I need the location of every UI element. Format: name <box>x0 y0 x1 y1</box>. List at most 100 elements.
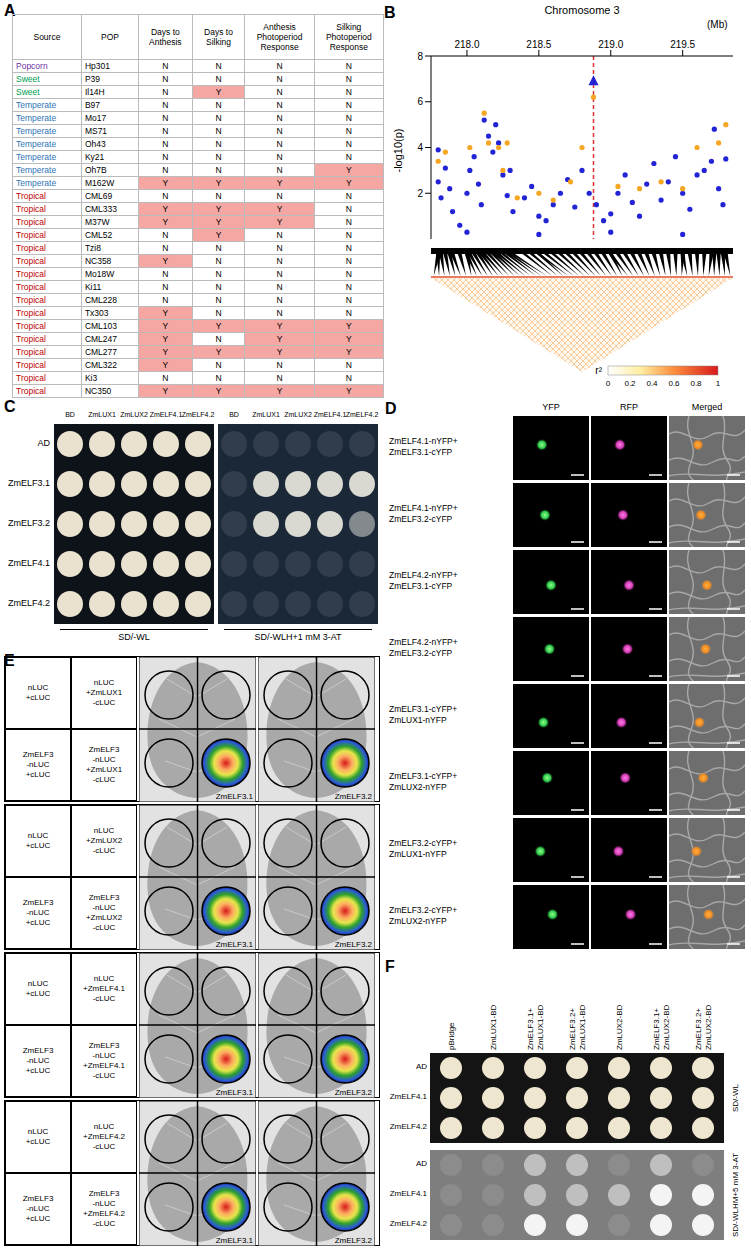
html-text:Oh7B: Oh7B <box>84 165 107 175</box>
svg-text:-log10(p): -log10(p) <box>392 128 404 172</box>
html-text:Tropical: Tropical <box>16 191 46 201</box>
html-text:Tropical: Tropical <box>16 204 46 214</box>
html-text:NC358: NC358 <box>84 256 112 266</box>
svg-text:ZmELF3.1: ZmELF3.1 <box>216 1236 254 1245</box>
html-text:Tropical: Tropical <box>16 295 46 305</box>
html-text:C: C <box>4 398 16 415</box>
svg-text:ZmLUX1-BD: ZmLUX1-BD <box>489 1004 498 1050</box>
svg-text:1: 1 <box>716 379 721 388</box>
html-text:Tx303: Tx303 <box>84 308 109 318</box>
svg-text:ZmELF3.2: ZmELF3.2 <box>335 1236 373 1245</box>
svg-text:218.0: 218.0 <box>454 39 479 50</box>
html-text:ZmELF3.1: ZmELF3.1 <box>8 478 50 488</box>
html-text:Tropical: Tropical <box>16 256 46 266</box>
html-text:Oh43: Oh43 <box>84 139 106 149</box>
html-text:CML247: CML247 <box>84 334 117 344</box>
svg-text:ZmELF3.2: ZmELF3.2 <box>335 1088 373 1097</box>
html-text:Tropical: Tropical <box>16 373 46 383</box>
html-text:Temperate: Temperate <box>16 126 57 136</box>
svg-text:219.0: 219.0 <box>598 39 623 50</box>
html-text:Temperate: Temperate <box>16 152 57 162</box>
html-text:NC350: NC350 <box>84 386 112 396</box>
html-text:CML322: CML322 <box>84 360 117 370</box>
html-text:Anthesis Photoperiod Response: Anthesis Photoperiod Response <box>256 22 303 52</box>
html-text:P39: P39 <box>84 74 100 84</box>
html-text:Source: Source <box>33 32 61 42</box>
svg-text:SD/-WLHM+5 mM 3-AT: SD/-WLHM+5 mM 3-AT <box>731 1153 740 1237</box>
html-text:Tropical: Tropical <box>16 269 46 279</box>
html-text:Sweet: Sweet <box>16 87 40 97</box>
html-text:Popcorn: Popcorn <box>16 61 48 71</box>
html-text:AD: AD <box>37 438 50 448</box>
html-text:Days to Anthesis: Days to Anthesis <box>149 27 182 47</box>
html-text:D: D <box>385 400 397 417</box>
html-text:Tropical: Tropical <box>16 217 46 227</box>
html-text:Tropical: Tropical <box>16 243 46 253</box>
html-text:Tzi8: Tzi8 <box>84 243 101 253</box>
html-text:Mo18W: Mo18W <box>84 269 115 279</box>
html-text:POP: POP <box>101 32 119 42</box>
html-text:MS71: MS71 <box>84 126 108 136</box>
html-text:CML277: CML277 <box>84 347 117 357</box>
html-text:Tropical: Tropical <box>16 321 46 331</box>
html-text:CML52: CML52 <box>84 230 113 240</box>
html-text:Temperate: Temperate <box>16 100 57 110</box>
html-text:Ki11: Ki11 <box>84 282 102 292</box>
html-text:Days to Silking: Days to Silking <box>204 27 233 47</box>
svg-text:ZmELF3.1: ZmELF3.1 <box>216 1088 254 1097</box>
html-text:Silking Photoperiod Response: Silking Photoperiod Response <box>325 22 372 52</box>
html-text:Mo17: Mo17 <box>84 113 107 123</box>
svg-text:ZmELF3.2: ZmELF3.2 <box>335 940 373 949</box>
html-text:Tropical: Tropical <box>16 386 46 396</box>
svg-text:2: 2 <box>417 188 423 199</box>
svg-text:218.5: 218.5 <box>526 39 551 50</box>
html-text:CML69: CML69 <box>84 191 113 201</box>
html-text:Tropical: Tropical <box>16 347 46 357</box>
html-text:M37W: M37W <box>84 217 110 227</box>
html-text:Hp301: Hp301 <box>84 61 110 71</box>
svg-text:ZmELF3.1: ZmELF3.1 <box>216 940 254 949</box>
html-text:Tropical: Tropical <box>16 360 46 370</box>
html-text:Tropical: Tropical <box>16 334 46 344</box>
svg-text:0.6: 0.6 <box>668 379 680 388</box>
html-text:Tropical: Tropical <box>16 282 46 292</box>
svg-text:ZmELF3.2+ZmLUX1-BD: ZmELF3.2+ZmLUX1-BD <box>568 1004 587 1050</box>
svg-text:6: 6 <box>417 96 423 107</box>
html-text:(Mb): (Mb) <box>707 19 728 30</box>
html-text:Il14H: Il14H <box>84 87 105 97</box>
svg-text:ZmELF3.1+ZmLUX1-BD: ZmELF3.1+ZmLUX1-BD <box>526 1004 545 1050</box>
html-text:Tropical: Tropical <box>16 308 46 318</box>
html-text:B: B <box>384 4 396 21</box>
svg-text:ZmELF3.2: ZmELF3.2 <box>335 792 373 801</box>
svg-text:219.5: 219.5 <box>670 39 695 50</box>
svg-text:0.8: 0.8 <box>690 379 702 388</box>
html-text:E: E <box>4 652 15 669</box>
html-text:A: A <box>4 2 16 19</box>
html-text:Temperate: Temperate <box>16 178 57 188</box>
html-text:CML103: CML103 <box>84 321 117 331</box>
html-text:CML333: CML333 <box>84 204 117 214</box>
svg-text:pBridge: pBridge <box>447 1022 456 1050</box>
html-text:Temperate: Temperate <box>16 113 57 123</box>
svg-text:SD/-WL: SD/-WL <box>731 1083 740 1112</box>
svg-text:8: 8 <box>417 51 423 62</box>
svg-text:ZmELF3.2+ZmLUX2-BD: ZmELF3.2+ZmLUX2-BD <box>694 1004 713 1050</box>
html-text:Temperate: Temperate <box>16 139 57 149</box>
html-text:B97: B97 <box>84 100 100 110</box>
html-text:Chromosome 3: Chromosome 3 <box>544 4 620 16</box>
html-text:Temperate: Temperate <box>16 165 57 175</box>
html-text:Tropical: Tropical <box>16 230 46 240</box>
svg-text:ZmELF3.1+ZmLUX2-BD: ZmELF3.1+ZmLUX2-BD <box>652 1004 671 1050</box>
svg-text:ZmELF3.1: ZmELF3.1 <box>216 792 254 801</box>
svg-text:0: 0 <box>606 379 611 388</box>
svg-text:ZmLUX2-BD: ZmLUX2-BD <box>615 1004 624 1050</box>
svg-text:4: 4 <box>417 142 423 153</box>
html-text:Ky21: Ky21 <box>84 152 105 162</box>
svg-text:r²: r² <box>595 365 602 376</box>
html-text:Sweet: Sweet <box>16 74 40 84</box>
svg-text:0.4: 0.4 <box>646 379 658 388</box>
html-text:CML228: CML228 <box>84 295 117 305</box>
html-text:Ki3: Ki3 <box>84 373 98 383</box>
svg-text:0.2: 0.2 <box>624 379 636 388</box>
html-text:M162W: M162W <box>84 178 115 188</box>
